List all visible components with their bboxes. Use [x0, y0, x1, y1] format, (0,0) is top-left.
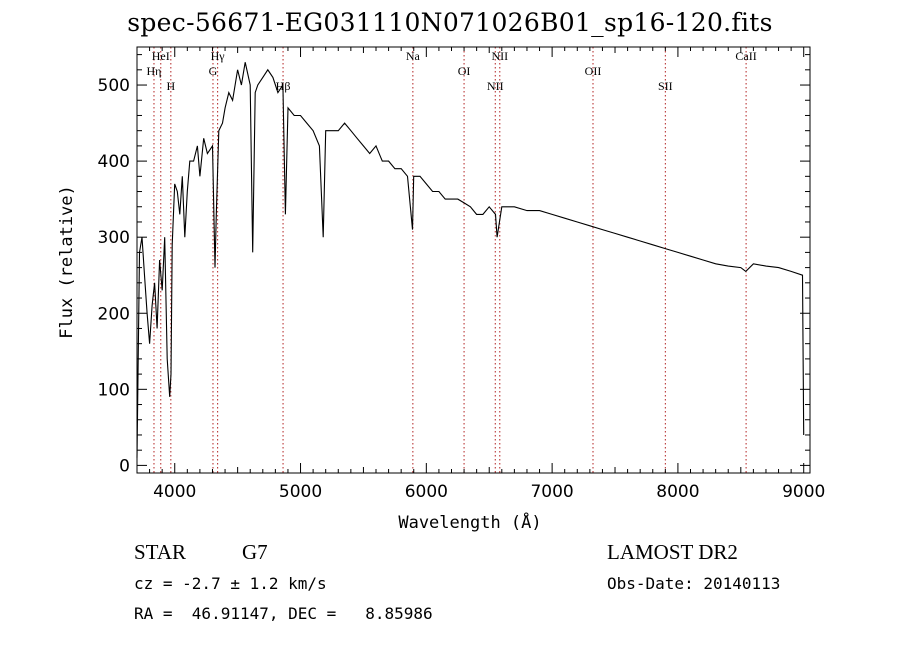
class-label: STAR: [134, 540, 186, 564]
line-label: OI: [458, 64, 471, 78]
line-label: OII: [585, 64, 602, 78]
x-axis-label: Wavelength (Å): [398, 511, 541, 533]
x-tick-label: 4000: [153, 482, 196, 502]
line-label: Hη: [147, 64, 162, 78]
line-label: NII: [491, 49, 508, 63]
line-label: H: [167, 79, 176, 93]
line-label: HeI: [152, 49, 170, 63]
survey-label: LAMOST DR2: [607, 540, 738, 564]
coords-label: RA = 46.91147, DEC = 8.85986: [134, 604, 433, 623]
x-ticks: 4000 5000 6000 7000 8000 9000: [149, 47, 825, 502]
redshift-label: cz = -2.7 ± 1.2 km/s: [134, 574, 327, 593]
y-axis-label: Flux (relative): [57, 185, 77, 339]
x-tick-label: 8000: [656, 482, 699, 502]
y-tick-label: 100: [98, 380, 130, 400]
x-tick-label: 7000: [530, 482, 573, 502]
y-ticks: 0 100 200 300 400 500: [98, 54, 810, 476]
x-tick-label: 5000: [279, 482, 322, 502]
y-tick-label: 300: [98, 228, 130, 248]
plot-frame: [136, 46, 811, 474]
y-tick-label: 400: [98, 152, 130, 172]
y-tick-label: 0: [119, 456, 130, 476]
y-tick-label: 500: [98, 76, 130, 96]
line-label: SII: [658, 79, 673, 93]
line-label: CaII: [735, 49, 756, 63]
spectrum-line: [136, 62, 805, 458]
line-label: Hβ: [276, 79, 291, 93]
subclass-label: G7: [242, 540, 268, 564]
chart-title: spec-56671-EG031110N071026B01_sp16-120.f…: [127, 8, 773, 37]
line-label: G: [209, 64, 218, 78]
line-label: Na: [406, 49, 421, 63]
line-label: Hγ: [211, 49, 226, 63]
obs-date-label: Obs-Date: 20140113: [607, 574, 781, 593]
line-markers: [153, 47, 747, 473]
line-label: NII: [487, 79, 504, 93]
x-tick-label: 6000: [405, 482, 448, 502]
y-tick-label: 200: [98, 304, 130, 324]
x-tick-label: 9000: [782, 482, 825, 502]
